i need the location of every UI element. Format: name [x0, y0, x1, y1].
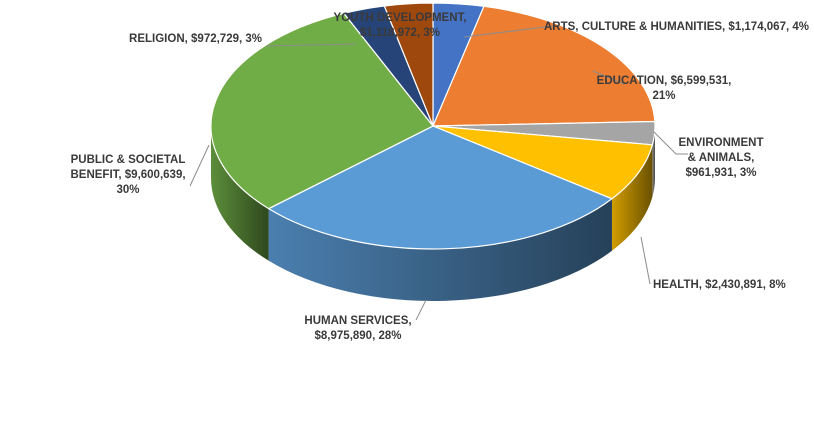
data-label-5-line-0: PUBLIC & SOCIETAL [71, 154, 186, 166]
pie-slice-7 [383, 2, 434, 127]
pie-side-3 [611, 144, 653, 251]
leader-line-5 [189, 144, 210, 187]
data-label-0: ARTS, CULTURE & HUMANITIES, $1,174,067, … [544, 21, 809, 33]
leader-line-3 [640, 236, 651, 285]
pie-slice-1 [432, 5, 656, 127]
pie-sides [211, 126, 655, 301]
data-label-0-line-0: ARTS, CULTURE & HUMANITIES, $1,174,067, … [544, 21, 809, 33]
data-label-4: HUMAN SERVICES, $8,975,890, 28% [304, 315, 411, 342]
pie-slice-5 [210, 12, 434, 210]
data-labels: ARTS, CULTURE & HUMANITIES, $1,174,067, … [70, 12, 809, 342]
pie-side-5 [211, 126, 269, 261]
pie-side-4 [268, 198, 612, 301]
pie-slice-4 [267, 125, 613, 250]
label-leaders [189, 25, 688, 321]
leader-line-1 [592, 70, 625, 85]
data-label-7-line-0: YOUTH DEVELOPMENT, [334, 12, 467, 24]
pie-tops [210, 2, 656, 250]
data-label-2: ENVIRONMENT & ANIMALS, $961,931, 3% [679, 137, 764, 179]
data-label-2-line-2: $961,931, 3% [686, 167, 757, 179]
pie-slice-3 [432, 125, 653, 200]
data-label-5-line-1: BENEFIT, $9,600,639, [70, 169, 185, 181]
leader-line-4 [415, 299, 427, 321]
data-label-7-line-1: $1,118,972, 3% [360, 27, 440, 39]
data-label-2-line-0: ENVIRONMENT [679, 137, 764, 149]
data-label-6: RELIGION, $972,729, 3% [129, 33, 262, 45]
leader-line-2 [653, 131, 688, 155]
data-label-4-line-0: HUMAN SERVICES, [304, 315, 411, 327]
data-label-6-line-0: RELIGION, $972,729, 3% [129, 33, 262, 45]
data-label-4-line-1: $8,975,890, 28% [315, 330, 402, 342]
data-label-2-line-1: & ANIMALS, [688, 152, 755, 164]
leader-line-0 [463, 25, 554, 38]
data-label-1-line-1: 21% [652, 90, 675, 102]
data-label-7: YOUTH DEVELOPMENT, $1,118,972, 3% [334, 12, 467, 39]
data-label-3-line-0: HEALTH, $2,430,891, 8% [653, 279, 786, 291]
data-label-5-line-2: 30% [116, 184, 139, 196]
leader-line-6 [265, 43, 357, 47]
data-label-3: HEALTH, $2,430,891, 8% [653, 279, 786, 291]
data-label-1: EDUCATION, $6,599,531, 21% [597, 75, 732, 102]
data-label-1-line-0: EDUCATION, $6,599,531, [597, 75, 732, 87]
data-label-5: PUBLIC & SOCIETAL BENEFIT, $9,600,639, 30% [70, 154, 185, 196]
